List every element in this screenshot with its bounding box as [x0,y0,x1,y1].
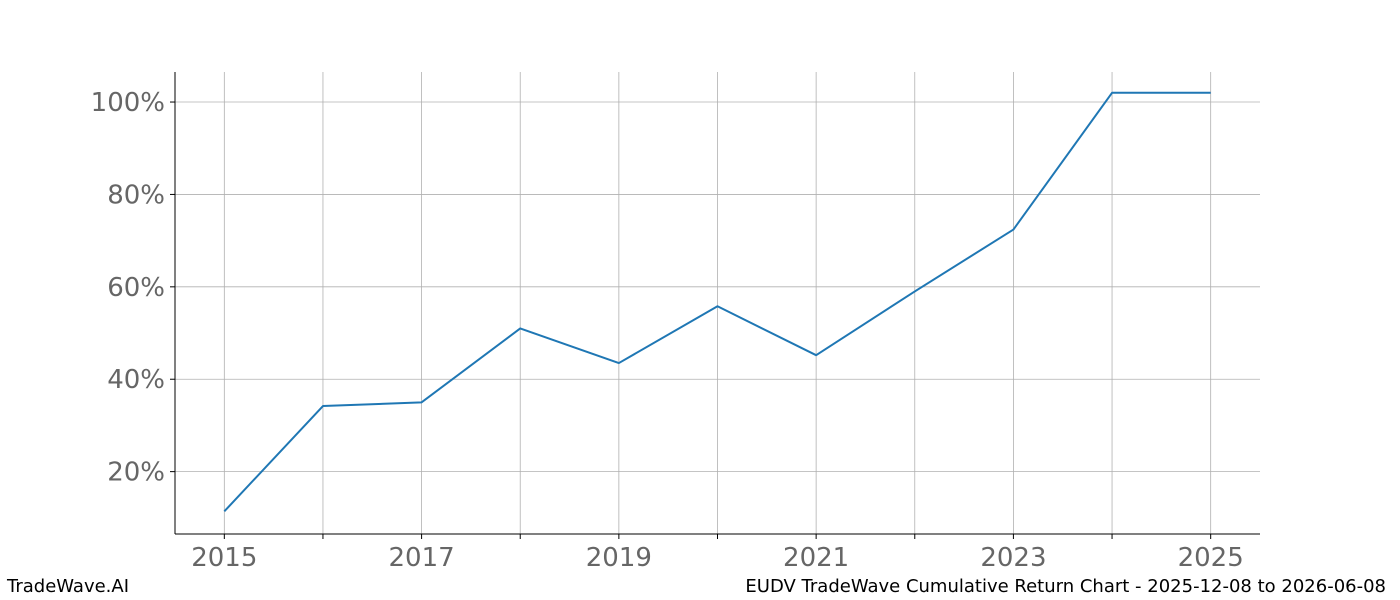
x-tick-label: 2025 [1178,543,1244,570]
y-tick-label: 40% [107,365,165,395]
grid-lines [175,72,1260,534]
line-chart: 2015 2017 2019 2021 2023 2025 20% 40% 60% 80% 100… [91,72,1260,570]
x-tick-label: 2023 [980,543,1046,570]
y-tick-label: 100% [91,88,165,118]
y-tick-label: 60% [107,273,165,303]
x-tick-label: 2021 [783,543,849,570]
x-tick-label: 2017 [389,543,455,570]
x-axis-ticks: 2015 2017 2019 2021 2023 2025 [191,534,1244,570]
footer-caption: EUDV TradeWave Cumulative Return Chart -… [745,576,1386,597]
footer-brand: TradeWave.AI [7,576,130,597]
y-tick-label: 20% [107,458,165,488]
y-tick-label: 80% [107,180,165,210]
x-tick-label: 2015 [191,543,257,570]
y-axis-ticks: 20% 40% 60% 80% 100% [91,88,175,488]
x-tick-label: 2019 [586,543,652,570]
series-group [223,91,1211,513]
